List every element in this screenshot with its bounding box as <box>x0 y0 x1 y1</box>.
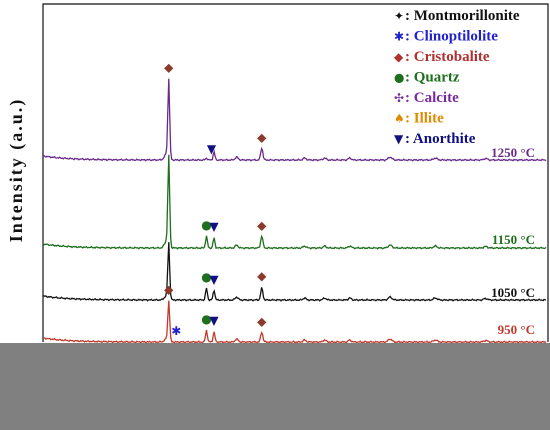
bottom-band <box>0 343 550 430</box>
y-axis-label: Intensity (a.u.) <box>6 98 27 243</box>
legend-entry-clinoptilolite: : Clinoptilolite <box>405 29 498 45</box>
legend-symbol-calcite: ✣ <box>394 91 404 105</box>
peak-marker-clinoptilolite: ✱ <box>171 324 181 338</box>
legend-symbol-quartz: ● <box>394 71 404 85</box>
peak-marker-quartz: ● <box>201 218 211 232</box>
legend-symbol-anorthite: ▼ <box>394 132 404 146</box>
legend-symbol-montmorillonite: ✦ <box>394 9 404 23</box>
peak-marker-cristobalite: ◆ <box>164 283 174 297</box>
peak-marker-cristobalite: ◆ <box>257 269 267 283</box>
legend: ✦: Montmorillonite✱: Clinoptilolite◆: Cr… <box>394 8 520 147</box>
series-label-3: 1050 °C <box>491 285 535 300</box>
series-label-2: 1150 °C <box>492 232 535 247</box>
legend-symbol-clinoptilolite: ✱ <box>394 30 404 44</box>
series-line-3 <box>42 242 547 302</box>
plot-frame <box>42 3 549 342</box>
series-labels: 1250 °C 1150 °C 1050 °C 950 °C <box>491 145 535 337</box>
series-label-1: 1250 °C <box>491 145 535 160</box>
peak-marker-cristobalite: ◆ <box>257 130 267 144</box>
peak-marker-anorthite: ▼ <box>209 220 219 234</box>
peak-marker-anorthite: ▼ <box>209 273 219 287</box>
legend-symbol-cristobalite: ◆ <box>394 50 404 64</box>
peak-marker-cristobalite: ◆ <box>257 315 267 329</box>
legend-entry-cristobalite: : Cristobalite <box>405 49 490 65</box>
peak-marker-cristobalite: ◆ <box>257 218 267 232</box>
peak-markers: ◆▼◆●▼ ◆●▼ ◆●▼ ◆◆✱ <box>164 61 267 338</box>
series-line-1 <box>42 78 547 162</box>
peak-marker-quartz: ● <box>201 270 211 284</box>
series-line-2 <box>42 154 547 250</box>
axis-frame <box>42 3 549 342</box>
series-line-4 <box>42 300 547 344</box>
legend-entry-anorthite: : Anorthite <box>405 131 476 147</box>
peak-marker-cristobalite: ◆ <box>164 61 174 75</box>
peak-marker-anorthite: ▼ <box>207 142 217 156</box>
legend-entry-quartz: : Quartz <box>405 70 460 86</box>
legend-entry-calcite: : Calcite <box>405 90 459 106</box>
peak-marker-quartz: ● <box>201 312 211 326</box>
legend-entry-illite: : Illite <box>405 111 444 127</box>
legend-entry-montmorillonite: : Montmorillonite <box>405 8 520 24</box>
legend-symbol-illite: ♠ <box>394 112 405 126</box>
peak-marker-anorthite: ▼ <box>209 314 219 328</box>
series-label-4: 950 °C <box>498 322 535 337</box>
series-lines <box>42 78 547 344</box>
